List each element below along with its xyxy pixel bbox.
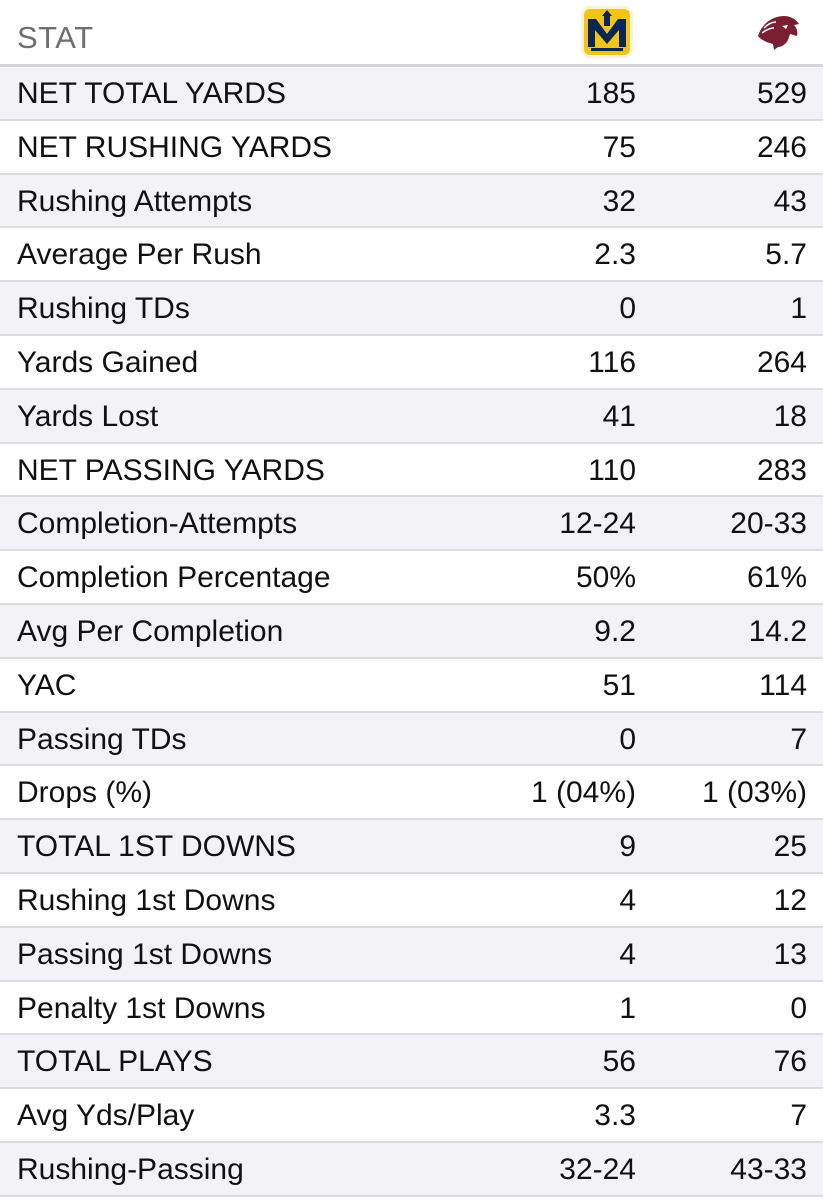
- home-value: 0: [619, 292, 636, 326]
- home-value: 110: [588, 453, 636, 487]
- table-row: Avg Per Completion 9.2 14.2: [0, 604, 823, 659]
- away-value: 0: [790, 991, 807, 1025]
- stat-label: TOTAL PLAYS: [17, 1045, 213, 1079]
- away-value: 76: [773, 1045, 807, 1079]
- table-row: Passing TDs 0 7: [0, 712, 823, 767]
- home-value: 32-24: [559, 1152, 636, 1186]
- stat-column-header: STAT: [17, 20, 94, 55]
- stat-label: YAC: [17, 668, 77, 702]
- table-row: Rushing Attempts 32 43: [0, 174, 823, 229]
- home-value: 12-24: [559, 507, 636, 541]
- away-value: 12: [773, 883, 807, 917]
- table-row: NET TOTAL YARDS 185 529: [0, 67, 823, 121]
- away-value: 14.2: [748, 614, 807, 648]
- away-value: 18: [773, 399, 807, 433]
- table-row: Rushing TDs 0 1: [0, 282, 823, 336]
- stat-label: Passing 1st Downs: [17, 937, 273, 971]
- murray-state-racers-logo-icon: [581, 6, 633, 58]
- home-value: 3.3: [594, 1099, 636, 1133]
- away-value: 1: [790, 292, 807, 326]
- away-value: 61%: [746, 561, 807, 595]
- home-value: 0: [619, 722, 636, 756]
- table-row: YAC 51 114: [0, 658, 823, 713]
- stat-label: NET PASSING YARDS: [17, 453, 325, 487]
- away-value: 283: [756, 453, 807, 487]
- stat-label: Rushing-Passing: [17, 1152, 244, 1186]
- table-row: NET RUSHING YARDS 75 246: [0, 120, 823, 175]
- away-value: 529: [756, 77, 807, 110]
- home-value: 1: [619, 991, 636, 1025]
- stat-label: TOTAL 1ST DOWNS: [17, 830, 296, 864]
- home-value: 9: [619, 830, 636, 864]
- home-value: 32: [602, 184, 636, 218]
- home-value: 1 (04%): [530, 776, 636, 810]
- home-value: 50%: [575, 561, 636, 595]
- stat-label: Yards Gained: [17, 345, 199, 379]
- table-row: Rushing-Passing 32-24 43-33: [0, 1142, 823, 1197]
- home-value: 2.3: [594, 238, 636, 272]
- home-value: 185: [585, 77, 636, 110]
- stat-label: Yards Lost: [17, 399, 159, 433]
- stat-label: Average Per Rush: [17, 238, 262, 272]
- stat-rows: NET TOTAL YARDS 185 529 NET RUSHING YARD…: [0, 67, 823, 1197]
- away-value: 246: [756, 130, 807, 164]
- stat-label: Rushing 1st Downs: [17, 883, 276, 917]
- away-value: 20-33: [730, 507, 807, 541]
- stat-label: Passing TDs: [17, 722, 187, 756]
- away-value: 43-33: [730, 1152, 807, 1186]
- home-value: 75: [602, 130, 636, 164]
- southern-illinois-salukis-logo-icon: [752, 6, 804, 58]
- home-value: 41: [602, 399, 636, 433]
- stat-label: NET TOTAL YARDS: [17, 77, 286, 110]
- table-row: TOTAL 1ST DOWNS 9 25: [0, 820, 823, 874]
- table-row: Completion Percentage 50% 61%: [0, 551, 823, 605]
- stat-label: Rushing Attempts: [17, 184, 253, 218]
- table-row: Yards Lost 41 18: [0, 389, 823, 444]
- away-value: 7: [790, 1099, 807, 1133]
- home-value: 51: [602, 668, 636, 702]
- table-row: NET PASSING YARDS 110 283: [0, 443, 823, 498]
- away-value: 7: [790, 722, 807, 756]
- home-value: 4: [619, 883, 636, 917]
- table-row: Avg Yds/Play 3.3 7: [0, 1089, 823, 1143]
- table-header: STAT: [0, 0, 823, 67]
- away-value: 25: [773, 830, 807, 864]
- stat-label: Rushing TDs: [17, 292, 190, 326]
- table-row: Yards Gained 116 264: [0, 335, 823, 390]
- table-row: Completion-Attempts 12-24 20-33: [0, 497, 823, 552]
- table-row: Average Per Rush 2.3 5.7: [0, 228, 823, 283]
- away-value: 264: [756, 345, 807, 379]
- home-value: 4: [619, 937, 636, 971]
- table-row: Rushing 1st Downs 4 12: [0, 873, 823, 928]
- away-value: 13: [773, 937, 807, 971]
- stat-label: Avg Yds/Play: [17, 1099, 195, 1133]
- home-value: 116: [588, 345, 636, 379]
- stat-label: Penalty 1st Downs: [17, 991, 266, 1025]
- table-row: Penalty 1st Downs 1 0: [0, 981, 823, 1036]
- away-value: 114: [759, 668, 807, 702]
- stat-label: Drops (%): [17, 776, 153, 810]
- stat-label: Completion-Attempts: [17, 507, 298, 541]
- home-value: 56: [602, 1045, 636, 1079]
- away-value: 1 (03%): [701, 776, 807, 810]
- table-row: Passing 1st Downs 4 13: [0, 927, 823, 982]
- table-row: Drops (%) 1 (04%) 1 (03%): [0, 766, 823, 821]
- away-value: 5.7: [765, 238, 807, 272]
- stat-label: Avg Per Completion: [17, 614, 284, 648]
- home-value: 9.2: [594, 614, 636, 648]
- stat-label: NET RUSHING YARDS: [17, 130, 333, 164]
- away-value: 43: [773, 184, 807, 218]
- table-row: TOTAL PLAYS 56 76: [0, 1035, 823, 1090]
- stat-label: Completion Percentage: [17, 561, 331, 595]
